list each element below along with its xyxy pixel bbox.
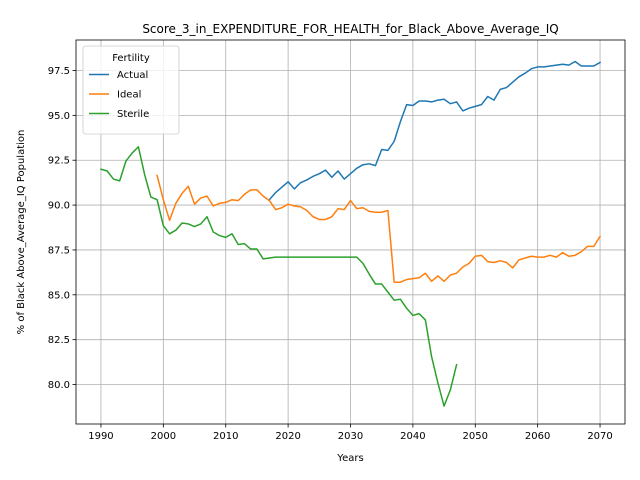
x-tick-label: 2040 [400, 431, 425, 442]
x-tick-label: 2010 [213, 431, 238, 442]
y-axis-label: % of Black Above_Average_IQ Population [16, 130, 27, 335]
x-tick-label: 2000 [151, 431, 176, 442]
legend-label-sterile: Sterile [117, 109, 149, 120]
x-tick-label: 2060 [525, 431, 550, 442]
y-tick-label: 95.0 [48, 111, 70, 122]
series-line-sterile [100, 146, 458, 407]
y-tick-label: 92.5 [48, 156, 70, 167]
y-tick-label: 97.5 [48, 66, 70, 77]
y-tick-label: 80.0 [48, 380, 70, 391]
series-line-ideal [156, 174, 602, 283]
x-tick-label: 2050 [463, 431, 488, 442]
legend-label-ideal: Ideal [117, 90, 141, 101]
axes: 1990 2000 2010 2020 2030 2040 2050 2060 2070 80.0… [48, 66, 613, 442]
y-tick-label: 87.5 [48, 245, 70, 256]
x-tick-label: 2030 [338, 431, 363, 442]
grid [76, 40, 625, 424]
legend-title: Fertility [112, 53, 150, 64]
y-tick-label: 82.5 [48, 335, 70, 346]
series-layer [100, 60, 602, 407]
x-tick-label: 2070 [587, 431, 612, 442]
legend-box [82, 45, 180, 135]
y-tick-label: 90.0 [48, 201, 70, 212]
x-tick-label: 1990 [88, 431, 113, 442]
x-axis-label: Years [336, 453, 363, 464]
x-tick-label: 2020 [275, 431, 300, 442]
chart-title: Score_3_in_EXPENDITURE_FOR_HEALTH_for_Bl… [142, 22, 558, 36]
legend-label-actual: Actual [117, 70, 148, 81]
series-line-actual [268, 60, 602, 201]
legend: Fertility Actual Ideal Sterile [82, 45, 180, 135]
y-tick-label: 85.0 [48, 290, 70, 301]
